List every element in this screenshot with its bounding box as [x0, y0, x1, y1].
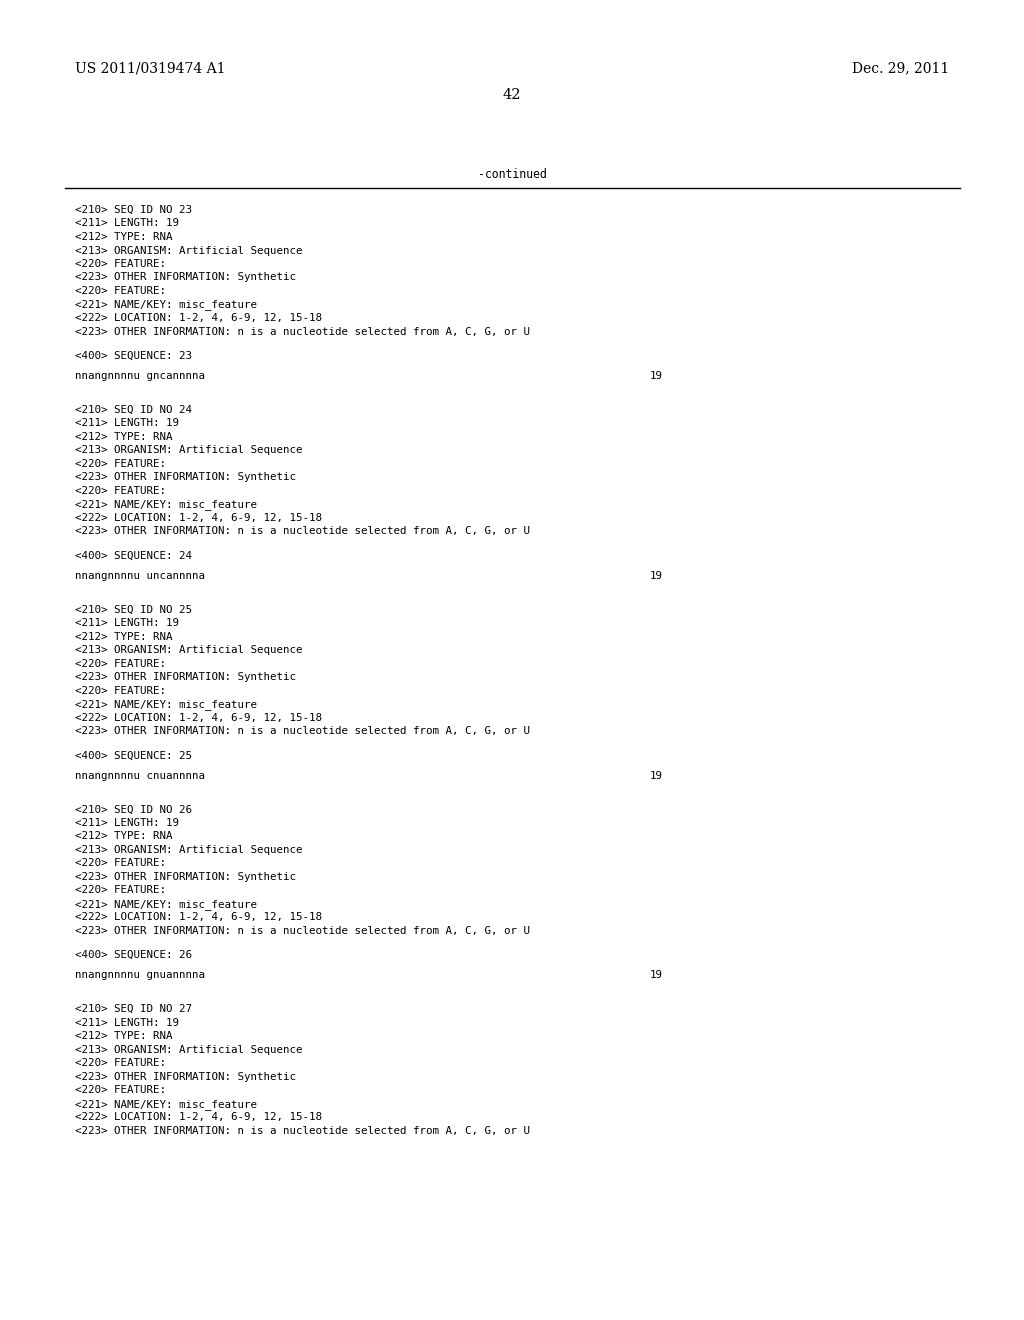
Text: <211> LENGTH: 19: <211> LENGTH: 19	[75, 1018, 179, 1028]
Text: <220> FEATURE:: <220> FEATURE:	[75, 858, 166, 869]
Text: <223> OTHER INFORMATION: n is a nucleotide selected from A, C, G, or U: <223> OTHER INFORMATION: n is a nucleoti…	[75, 326, 530, 337]
Text: nnangnnnnu gncannnna: nnangnnnnu gncannnna	[75, 371, 205, 381]
Text: <210> SEQ ID NO 26: <210> SEQ ID NO 26	[75, 804, 193, 814]
Text: 42: 42	[503, 88, 521, 102]
Text: <213> ORGANISM: Artificial Sequence: <213> ORGANISM: Artificial Sequence	[75, 645, 302, 655]
Text: Dec. 29, 2011: Dec. 29, 2011	[852, 61, 949, 75]
Text: -continued: -continued	[477, 169, 547, 181]
Text: <211> LENGTH: 19: <211> LENGTH: 19	[75, 818, 179, 828]
Text: <211> LENGTH: 19: <211> LENGTH: 19	[75, 418, 179, 428]
Text: <221> NAME/KEY: misc_feature: <221> NAME/KEY: misc_feature	[75, 300, 257, 310]
Text: <213> ORGANISM: Artificial Sequence: <213> ORGANISM: Artificial Sequence	[75, 1044, 302, 1055]
Text: 19: 19	[650, 771, 663, 780]
Text: <222> LOCATION: 1-2, 4, 6-9, 12, 15-18: <222> LOCATION: 1-2, 4, 6-9, 12, 15-18	[75, 1113, 322, 1122]
Text: <400> SEQUENCE: 26: <400> SEQUENCE: 26	[75, 950, 193, 960]
Text: 19: 19	[650, 970, 663, 981]
Text: <222> LOCATION: 1-2, 4, 6-9, 12, 15-18: <222> LOCATION: 1-2, 4, 6-9, 12, 15-18	[75, 713, 322, 722]
Text: <400> SEQUENCE: 23: <400> SEQUENCE: 23	[75, 351, 193, 360]
Text: <400> SEQUENCE: 24: <400> SEQUENCE: 24	[75, 550, 193, 561]
Text: <223> OTHER INFORMATION: n is a nucleotide selected from A, C, G, or U: <223> OTHER INFORMATION: n is a nucleoti…	[75, 1126, 530, 1135]
Text: <213> ORGANISM: Artificial Sequence: <213> ORGANISM: Artificial Sequence	[75, 445, 302, 455]
Text: <211> LENGTH: 19: <211> LENGTH: 19	[75, 618, 179, 628]
Text: <223> OTHER INFORMATION: n is a nucleotide selected from A, C, G, or U: <223> OTHER INFORMATION: n is a nucleoti…	[75, 527, 530, 536]
Text: <223> OTHER INFORMATION: Synthetic: <223> OTHER INFORMATION: Synthetic	[75, 272, 296, 282]
Text: <212> TYPE: RNA: <212> TYPE: RNA	[75, 1031, 172, 1041]
Text: <210> SEQ ID NO 27: <210> SEQ ID NO 27	[75, 1005, 193, 1014]
Text: <210> SEQ ID NO 23: <210> SEQ ID NO 23	[75, 205, 193, 215]
Text: US 2011/0319474 A1: US 2011/0319474 A1	[75, 61, 225, 75]
Text: <210> SEQ ID NO 24: <210> SEQ ID NO 24	[75, 405, 193, 414]
Text: <220> FEATURE:: <220> FEATURE:	[75, 1085, 166, 1096]
Text: 19: 19	[650, 371, 663, 381]
Text: <400> SEQUENCE: 25: <400> SEQUENCE: 25	[75, 750, 193, 760]
Text: <223> OTHER INFORMATION: n is a nucleotide selected from A, C, G, or U: <223> OTHER INFORMATION: n is a nucleoti…	[75, 726, 530, 737]
Text: <221> NAME/KEY: misc_feature: <221> NAME/KEY: misc_feature	[75, 700, 257, 710]
Text: <220> FEATURE:: <220> FEATURE:	[75, 659, 166, 669]
Text: <221> NAME/KEY: misc_feature: <221> NAME/KEY: misc_feature	[75, 1098, 257, 1110]
Text: <223> OTHER INFORMATION: Synthetic: <223> OTHER INFORMATION: Synthetic	[75, 473, 296, 482]
Text: <220> FEATURE:: <220> FEATURE:	[75, 886, 166, 895]
Text: <213> ORGANISM: Artificial Sequence: <213> ORGANISM: Artificial Sequence	[75, 246, 302, 256]
Text: <212> TYPE: RNA: <212> TYPE: RNA	[75, 832, 172, 841]
Text: 19: 19	[650, 570, 663, 581]
Text: <222> LOCATION: 1-2, 4, 6-9, 12, 15-18: <222> LOCATION: 1-2, 4, 6-9, 12, 15-18	[75, 912, 322, 923]
Text: <220> FEATURE:: <220> FEATURE:	[75, 459, 166, 469]
Text: <211> LENGTH: 19: <211> LENGTH: 19	[75, 219, 179, 228]
Text: <220> FEATURE:: <220> FEATURE:	[75, 286, 166, 296]
Text: <220> FEATURE:: <220> FEATURE:	[75, 1059, 166, 1068]
Text: <223> OTHER INFORMATION: Synthetic: <223> OTHER INFORMATION: Synthetic	[75, 873, 296, 882]
Text: nnangnnnnu gnuannnna: nnangnnnnu gnuannnna	[75, 970, 205, 981]
Text: <223> OTHER INFORMATION: Synthetic: <223> OTHER INFORMATION: Synthetic	[75, 1072, 296, 1081]
Text: <212> TYPE: RNA: <212> TYPE: RNA	[75, 432, 172, 442]
Text: <222> LOCATION: 1-2, 4, 6-9, 12, 15-18: <222> LOCATION: 1-2, 4, 6-9, 12, 15-18	[75, 313, 322, 323]
Text: nnangnnnnu uncannnna: nnangnnnnu uncannnna	[75, 570, 205, 581]
Text: <220> FEATURE:: <220> FEATURE:	[75, 685, 166, 696]
Text: <221> NAME/KEY: misc_feature: <221> NAME/KEY: misc_feature	[75, 899, 257, 909]
Text: <212> TYPE: RNA: <212> TYPE: RNA	[75, 232, 172, 242]
Text: <213> ORGANISM: Artificial Sequence: <213> ORGANISM: Artificial Sequence	[75, 845, 302, 855]
Text: <212> TYPE: RNA: <212> TYPE: RNA	[75, 631, 172, 642]
Text: <223> OTHER INFORMATION: Synthetic: <223> OTHER INFORMATION: Synthetic	[75, 672, 296, 682]
Text: <222> LOCATION: 1-2, 4, 6-9, 12, 15-18: <222> LOCATION: 1-2, 4, 6-9, 12, 15-18	[75, 512, 322, 523]
Text: <223> OTHER INFORMATION: n is a nucleotide selected from A, C, G, or U: <223> OTHER INFORMATION: n is a nucleoti…	[75, 925, 530, 936]
Text: <220> FEATURE:: <220> FEATURE:	[75, 259, 166, 269]
Text: nnangnnnnu cnuannnna: nnangnnnnu cnuannnna	[75, 771, 205, 780]
Text: <220> FEATURE:: <220> FEATURE:	[75, 486, 166, 496]
Text: <210> SEQ ID NO 25: <210> SEQ ID NO 25	[75, 605, 193, 615]
Text: <221> NAME/KEY: misc_feature: <221> NAME/KEY: misc_feature	[75, 499, 257, 511]
